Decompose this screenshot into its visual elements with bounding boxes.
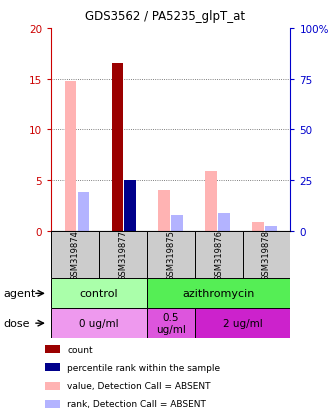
- Text: 0.5
ug/ml: 0.5 ug/ml: [156, 313, 186, 334]
- Text: GDS3562 / PA5235_glpT_at: GDS3562 / PA5235_glpT_at: [85, 10, 245, 23]
- Bar: [45, 400, 60, 408]
- Text: GSM319878: GSM319878: [262, 230, 271, 280]
- Text: dose: dose: [3, 318, 30, 328]
- Text: percentile rank within the sample: percentile rank within the sample: [67, 363, 220, 372]
- Bar: [265, 226, 277, 231]
- Text: 2 ug/ml: 2 ug/ml: [223, 318, 262, 328]
- Bar: [51, 279, 147, 309]
- Bar: [78, 193, 89, 231]
- Text: value, Detection Call = ABSENT: value, Detection Call = ABSENT: [67, 381, 211, 390]
- Text: GSM319876: GSM319876: [214, 230, 223, 280]
- Text: azithromycin: azithromycin: [182, 289, 255, 299]
- Bar: [124, 180, 136, 231]
- Bar: [45, 382, 60, 390]
- Bar: [205, 171, 217, 231]
- Bar: [195, 231, 243, 279]
- Bar: [112, 64, 123, 231]
- Bar: [147, 279, 290, 309]
- Text: agent: agent: [3, 289, 36, 299]
- Bar: [65, 81, 76, 231]
- Bar: [195, 309, 290, 338]
- Text: GSM319874: GSM319874: [71, 230, 80, 280]
- Bar: [218, 213, 230, 231]
- Bar: [45, 345, 60, 354]
- Text: 0 ug/ml: 0 ug/ml: [79, 318, 119, 328]
- Bar: [99, 231, 147, 279]
- Bar: [243, 231, 290, 279]
- Text: rank, Detection Call = ABSENT: rank, Detection Call = ABSENT: [67, 399, 206, 408]
- Bar: [45, 363, 60, 372]
- Bar: [147, 231, 195, 279]
- Bar: [51, 309, 147, 338]
- Text: GSM319877: GSM319877: [118, 230, 127, 280]
- Bar: [158, 191, 170, 231]
- Text: control: control: [80, 289, 118, 299]
- Bar: [252, 222, 264, 231]
- Bar: [51, 231, 99, 279]
- Text: GSM319875: GSM319875: [166, 230, 175, 280]
- Bar: [171, 215, 183, 231]
- Text: count: count: [67, 345, 93, 354]
- Bar: [147, 309, 195, 338]
